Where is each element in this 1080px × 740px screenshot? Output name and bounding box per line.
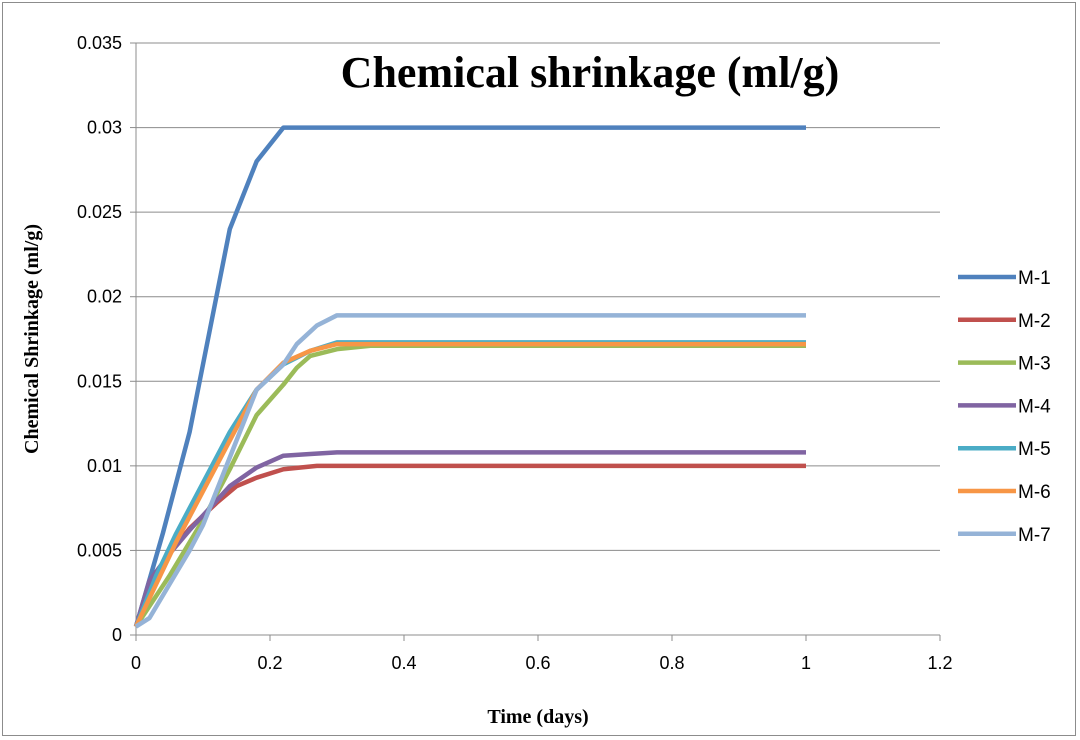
y-tick-label: 0.005	[77, 540, 122, 560]
x-axis-title: Time (days)	[487, 706, 588, 728]
legend-item-m-6[interactable]: M-6	[958, 482, 1051, 503]
x-tick-label: 0.2	[257, 653, 282, 673]
legend-label: M-3	[1018, 354, 1051, 375]
legend-label: M-6	[1018, 482, 1051, 503]
x-tick-label: 1.2	[927, 653, 952, 673]
y-tick-label: 0.03	[87, 118, 122, 138]
legend-label: M-4	[1018, 396, 1051, 417]
y-tick-label: 0.025	[77, 202, 122, 222]
y-axis-title: Chemical Shrinkage (ml/g)	[21, 224, 43, 454]
x-tick-label: 0.8	[659, 653, 684, 673]
y-tick-label: 0.02	[87, 287, 122, 307]
axes: 0 0.005 0.01 0.015 0.02 0.025 0.03 0.035 0 0.2 0.4…	[77, 33, 953, 673]
x-tick-label: 0.6	[525, 653, 550, 673]
x-tick-label: 0	[131, 653, 141, 673]
chart-title: Chemical shrinkage (ml/g)	[341, 48, 840, 97]
x-tick-label: 0.4	[391, 653, 416, 673]
legend-item-m-5[interactable]: M-5	[958, 439, 1051, 460]
legend-item-m-7[interactable]: M-7	[958, 525, 1051, 546]
legend-label: M-5	[1018, 439, 1051, 460]
legend-label: M-1	[1018, 268, 1051, 289]
gridlines	[136, 42, 940, 551]
legend-item-m-3[interactable]: M-3	[958, 354, 1051, 375]
y-tick-label: 0	[112, 625, 122, 645]
series-line-m-6	[133, 341, 806, 628]
legend-item-m-1[interactable]: M-1	[958, 268, 1051, 289]
legend[interactable]: M-1 M-2 M-3 M-4 M-5 M-6 M-7	[958, 268, 1051, 546]
legend-label: M-2	[1018, 311, 1051, 332]
series-line-m-1	[133, 125, 806, 628]
legend-item-m-2[interactable]: M-2	[958, 311, 1051, 332]
series-line-m-2	[133, 463, 806, 628]
series-line-m-4	[133, 450, 806, 628]
x-tick-label: 1	[801, 653, 811, 673]
legend-label: M-7	[1018, 525, 1051, 546]
y-tick-label: 0.035	[77, 33, 122, 53]
y-tick-label: 0.015	[77, 371, 122, 391]
legend-item-m-4[interactable]: M-4	[958, 396, 1051, 417]
series-line-m-3	[134, 343, 806, 628]
series-lines	[133, 125, 806, 629]
series-line-m-7	[134, 313, 806, 629]
y-tick-label: 0.01	[87, 456, 122, 476]
